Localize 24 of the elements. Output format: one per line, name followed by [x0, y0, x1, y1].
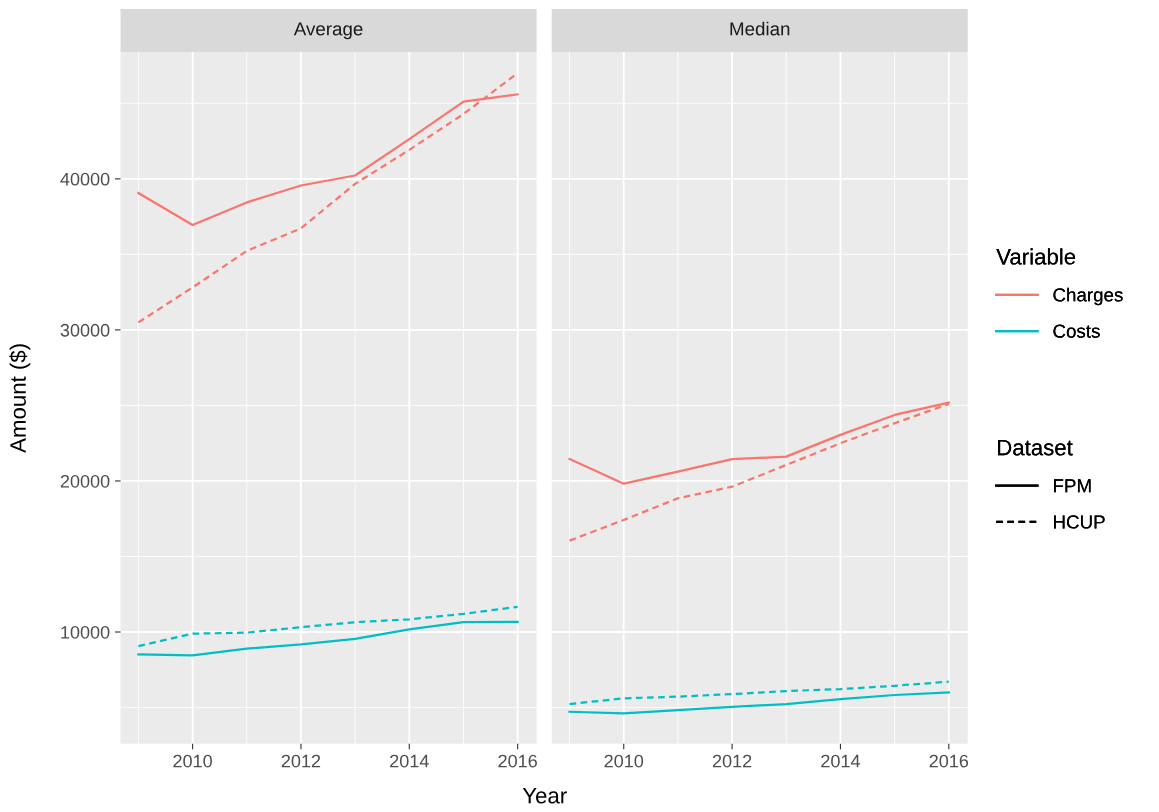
y-tick-label: 10000: [61, 625, 110, 639]
legend-label: Charges: [1053, 287, 1123, 306]
chart-title: Median: [730, 21, 790, 36]
y-tick-label: 30000: [60, 323, 110, 337]
x-tick-label: 2014: [821, 754, 861, 768]
x-tick-label: 2014: [390, 754, 429, 768]
x-axis-title: Year: [522, 788, 567, 804]
legend-title: Variable: [996, 248, 1076, 265]
x-tick-label: 2012: [712, 754, 752, 768]
text: Dataset: [998, 439, 1073, 456]
x-tick-label: 2010: [604, 754, 644, 768]
line-series: [137, 605, 519, 648]
chart-title: Average: [293, 22, 363, 40]
line-series: [137, 620, 519, 657]
x-tick-label: 2016: [498, 754, 537, 768]
x-tick-label: 2010: [173, 754, 212, 768]
legend-label: Costs: [1053, 324, 1100, 338]
y-axis-title: Amount ($): [9, 344, 31, 453]
text: HCUP: [1054, 515, 1105, 529]
y-tick-label: 40000: [60, 172, 110, 186]
y-tick-label: 20000: [60, 474, 110, 488]
text: FPM: [1054, 479, 1091, 493]
x-tick-label: 2012: [281, 754, 321, 768]
x-tick-label: 2016: [929, 754, 969, 768]
